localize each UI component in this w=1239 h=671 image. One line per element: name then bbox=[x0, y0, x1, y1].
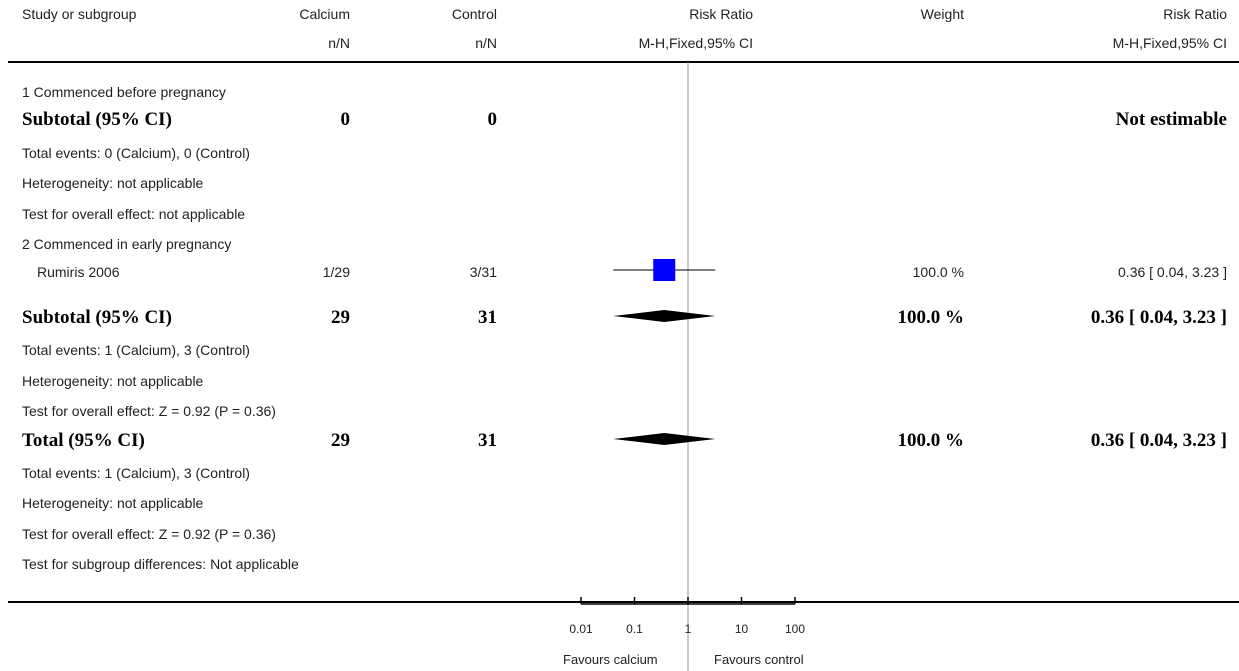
header-risk-ratio-text: Risk Ratio bbox=[1163, 6, 1227, 22]
header-study: Study or subgroup bbox=[22, 6, 137, 22]
header-control: Control bbox=[451, 6, 497, 22]
total-weight: 100.0 % bbox=[897, 430, 965, 451]
group1-overall-effect: Test for overall effect: not applicable bbox=[22, 206, 246, 222]
group2-title: 2 Commenced in early pregnancy bbox=[22, 236, 232, 252]
study-effect-square bbox=[653, 259, 676, 281]
group2-subtotal-weight: 100.0 % bbox=[897, 307, 965, 328]
group1-subtotal-control: 0 bbox=[487, 109, 498, 130]
study-weight: 100.0 % bbox=[912, 264, 964, 280]
total-calcium: 29 bbox=[331, 430, 350, 451]
group1-title: 1 Commenced before pregnancy bbox=[22, 84, 226, 100]
x-axis-tick-label: 0.1 bbox=[626, 622, 643, 636]
header-calcium-sub: n/N bbox=[328, 35, 350, 51]
footer-rule bbox=[8, 601, 1239, 603]
favours-calcium-label: Favours calcium bbox=[563, 652, 658, 667]
header-weight: Weight bbox=[920, 6, 964, 22]
group1-heterogeneity: Heterogeneity: not applicable bbox=[22, 175, 204, 191]
pooled-diamond bbox=[613, 310, 716, 322]
subgroup-differences-test: Test for subgroup differences: Not appli… bbox=[22, 556, 299, 572]
x-axis-tick-label: 10 bbox=[735, 622, 749, 636]
study-ci: 0.36 [ 0.04, 3.23 ] bbox=[1118, 264, 1227, 280]
group2-subtotal-calcium: 29 bbox=[331, 307, 350, 328]
header-risk-ratio-text-sub: M-H,Fixed,95% CI bbox=[1112, 35, 1227, 51]
header-risk-ratio-plot: Risk Ratio bbox=[689, 6, 753, 22]
total-events: Total events: 1 (Calcium), 3 (Control) bbox=[22, 465, 250, 481]
study-calcium: 1/29 bbox=[322, 264, 350, 280]
total-ci: 0.36 [ 0.04, 3.23 ] bbox=[1090, 430, 1227, 451]
total-overall-effect: Test for overall effect: Z = 0.92 (P = 0… bbox=[22, 526, 276, 542]
group2-subtotal-control: 31 bbox=[478, 307, 497, 328]
header-rule bbox=[8, 61, 1239, 63]
header-control-sub: n/N bbox=[475, 35, 497, 51]
total-control: 31 bbox=[478, 430, 497, 451]
group2-heterogeneity: Heterogeneity: not applicable bbox=[22, 373, 204, 389]
x-axis-tick-label: 0.01 bbox=[569, 622, 593, 636]
study-label: Rumiris 2006 bbox=[37, 264, 120, 280]
group1-total-events: Total events: 0 (Calcium), 0 (Control) bbox=[22, 145, 250, 161]
total-label: Total (95% CI) bbox=[22, 430, 145, 451]
group1-subtotal-label: Subtotal (95% CI) bbox=[22, 109, 172, 130]
group1-subtotal-ci: Not estimable bbox=[1115, 109, 1227, 130]
group2-overall-effect: Test for overall effect: Z = 0.92 (P = 0… bbox=[22, 403, 276, 419]
x-axis-tick-label: 100 bbox=[785, 622, 805, 636]
group2-subtotal-label: Subtotal (95% CI) bbox=[22, 307, 172, 328]
total-heterogeneity: Heterogeneity: not applicable bbox=[22, 495, 204, 511]
header-calcium: Calcium bbox=[299, 6, 350, 22]
pooled-diamond bbox=[613, 433, 716, 445]
group2-subtotal-ci: 0.36 [ 0.04, 3.23 ] bbox=[1090, 307, 1227, 328]
x-axis-tick-label: 1 bbox=[685, 622, 692, 636]
header-risk-ratio-plot-sub: M-H,Fixed,95% CI bbox=[638, 35, 753, 51]
favours-control-label: Favours control bbox=[714, 652, 804, 667]
group1-subtotal-calcium: 0 bbox=[340, 109, 351, 130]
group2-total-events: Total events: 1 (Calcium), 3 (Control) bbox=[22, 342, 250, 358]
study-control: 3/31 bbox=[469, 264, 497, 280]
